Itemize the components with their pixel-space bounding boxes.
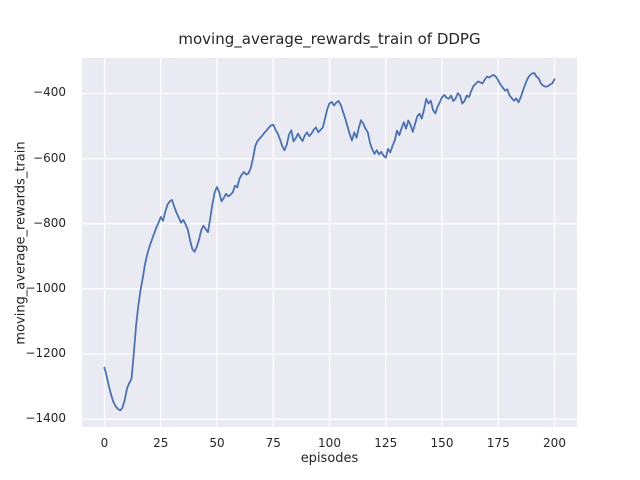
x-tick-label: 125 (374, 436, 398, 450)
y-tick-label: −400 (33, 85, 66, 100)
x-tick-label: 25 (153, 436, 169, 450)
x-tick-label: 200 (543, 436, 566, 450)
chart-title: moving_average_rewards_train of DDPG (178, 30, 481, 48)
x-tick-label: 100 (318, 436, 341, 450)
y-axis-label: moving_average_rewards_train (13, 141, 29, 345)
data-line-moving_average_rewards_train (103, 72, 556, 412)
y-tick-label: −800 (33, 215, 66, 230)
x-tick-label: 0 (100, 436, 109, 450)
x-tick-label: 175 (486, 436, 510, 450)
x-tick-label: 75 (265, 436, 281, 450)
y-tick-label: −1400 (25, 411, 66, 426)
x-tick-label: 50 (209, 436, 225, 450)
line-chart-canvas (82, 58, 577, 427)
x-tick-label: 150 (430, 436, 454, 450)
y-tick-label: −1200 (25, 346, 66, 361)
y-tick-label: −1000 (25, 280, 66, 295)
y-tick-label: −600 (33, 150, 66, 165)
plot-area (82, 58, 577, 427)
x-axis-label: episodes (300, 451, 359, 466)
